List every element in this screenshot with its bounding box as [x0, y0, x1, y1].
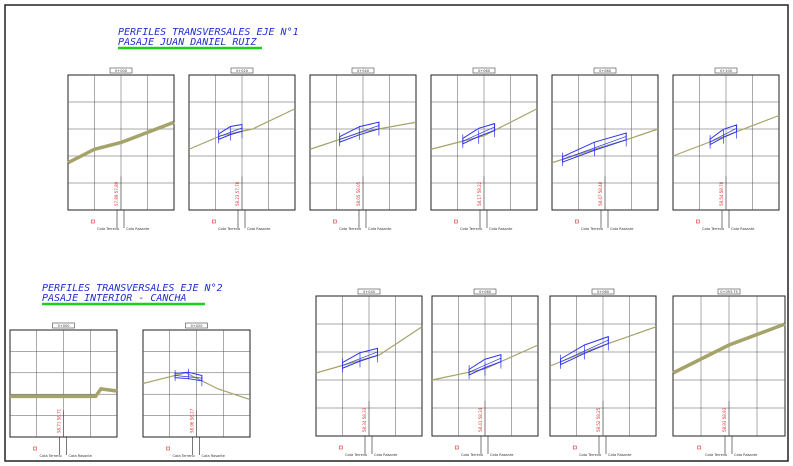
station-label: 0+000	[115, 69, 127, 73]
legend-design-label: Cota Rasante	[374, 453, 397, 457]
legend-design-label: Cota Rasante	[489, 227, 512, 231]
legend-marker	[573, 445, 577, 450]
legend-terrain-label: Cota Terreno	[218, 227, 240, 231]
terrain-line	[67, 120, 175, 165]
legend-marker	[697, 445, 701, 450]
profile-panels: 0+000 57.89 57.89 Cota Terreno Cota Rasante…	[9, 67, 786, 458]
legend-marker	[33, 446, 37, 451]
station-tag	[591, 288, 615, 295]
elevation-label: 58.47 58.48	[598, 181, 603, 206]
legend-marker	[575, 219, 579, 224]
legend-design-label: Cota Rasante	[368, 227, 391, 231]
terrain-line	[430, 108, 538, 150]
station-label: 0+093.75	[720, 290, 737, 294]
profile-panel: 0+080 58.52 58.25 Cota Terreno Cota Rasante	[549, 288, 657, 457]
station-tag	[230, 67, 254, 74]
profile-panel: 0+093.75 58.93 58.93 Cota Terreno Cota Rasa…	[672, 288, 786, 457]
profile-panel: 0+000 57.89 57.89 Cota Terreno Cota Rasante	[67, 67, 175, 231]
terrain-line	[309, 121, 417, 150]
legend-terrain-label: Cota Terreno	[579, 453, 601, 457]
profile-panel: 0+100 58.54 58.78 Cota Terreno Cota Rasante	[672, 67, 780, 231]
station-tag	[717, 288, 741, 295]
elevation-label: 58.52 58.25	[596, 407, 601, 432]
terrain-line	[672, 322, 786, 375]
station-label: 0+080	[599, 69, 611, 73]
legend-design-label: Cota Rasante	[69, 454, 92, 458]
group-2-title: PERFILES TRANSVERSALES EJE N°2	[42, 283, 223, 294]
legend-terrain-label: Cota Terreno	[345, 453, 367, 457]
legend-design-label: Cota Rasante	[490, 453, 513, 457]
station-label: 0+060	[479, 290, 491, 294]
station-label: 0+100	[720, 69, 732, 73]
station-tag	[714, 67, 738, 74]
legend-design-label: Cota Rasante	[126, 227, 149, 231]
legend-terrain-label: Cota Terreno	[702, 227, 724, 231]
elevation-label: 58.34 58.33	[362, 407, 367, 432]
legend-marker	[333, 219, 337, 224]
elevation-label: 58.05 58.05	[356, 181, 361, 206]
legend-design-label: Cota Rasante	[202, 454, 225, 458]
station-tag	[351, 67, 375, 74]
station-label: 0+040	[357, 69, 369, 73]
station-tag	[357, 288, 381, 295]
profile-panel: 0+040 58.34 58.33 Cota Terreno Cota Rasante	[315, 288, 423, 457]
elevation-label: 58.41 58.34	[478, 407, 483, 432]
elevation-label: 58.93 58.93	[722, 407, 727, 432]
profile-panel: 0+080 58.47 58.48 Cota Terreno Cota Rasante	[551, 67, 659, 231]
station-tag	[593, 67, 617, 74]
elevation-label: 57.89 57.89	[114, 181, 119, 206]
profile-panel: 0+060 58.17 58.22 Cota Terreno Cota Rasante	[430, 67, 538, 231]
legend-marker	[696, 219, 700, 224]
legend-terrain-label: Cota Terreno	[339, 227, 361, 231]
station-label: 0+020	[236, 69, 248, 73]
legend-marker	[91, 219, 95, 224]
legend-marker	[212, 219, 216, 224]
station-tag	[109, 67, 133, 74]
legend-terrain-label: Cota Terreno	[460, 227, 482, 231]
legend-terrain-label: Cota Terreno	[173, 454, 195, 458]
legend-marker	[454, 219, 458, 224]
legend-design-label: Cota Rasante	[734, 453, 757, 457]
legend-design-label: Cota Rasante	[731, 227, 754, 231]
elevation-label: 58.54 58.78	[719, 181, 724, 206]
station-tag	[52, 322, 75, 329]
legend-design-label: Cota Rasante	[610, 227, 633, 231]
elevation-label: 58.17 58.22	[477, 181, 482, 206]
profile-panel: 0+060 58.41 58.34 Cota Terreno Cota Rasante	[431, 288, 539, 457]
legend-terrain-label: Cota Terreno	[705, 453, 727, 457]
station-label: 0+000	[58, 324, 70, 328]
station-tag	[472, 67, 496, 74]
terrain-line	[315, 326, 423, 374]
station-label: 0+020	[191, 324, 203, 328]
elevation-label: 58.23 57.78	[235, 181, 240, 206]
station-label: 0+080	[597, 290, 609, 294]
legend-terrain-label: Cota Terreno	[97, 227, 119, 231]
sheet-border	[4, 4, 789, 462]
profile-panel: 0+020 58.23 57.78 Cota Terreno Cota Rasante	[188, 67, 296, 231]
legend-design-label: Cota Rasante	[247, 227, 270, 231]
station-tag	[185, 322, 208, 329]
profile-panel: 0+020 58.96 58.27 Cota Terreno Cota Rasante	[142, 322, 251, 458]
station-label: 0+060	[478, 69, 490, 73]
station-tag	[473, 288, 497, 295]
legend-terrain-label: Cota Terreno	[581, 227, 603, 231]
profile-panel: 0+000 58.71 58.71 Cota Terreno Cota Rasante	[9, 322, 118, 458]
legend-marker	[166, 446, 170, 451]
legend-marker	[339, 445, 343, 450]
legend-design-label: Cota Rasante	[608, 453, 631, 457]
legend-terrain-label: Cota Terreno	[461, 453, 483, 457]
elevation-label: 58.71 58.71	[57, 408, 62, 433]
group-2-subtitle: PASAJE INTERIOR - CANCHA	[42, 293, 187, 304]
station-label: 0+040	[363, 290, 375, 294]
elevation-label: 58.96 58.27	[190, 408, 195, 433]
group-1-subtitle: PASAJE JUAN DANIEL RUIZ	[118, 37, 257, 48]
terrain-line	[10, 386, 118, 399]
legend-marker	[455, 445, 459, 450]
legend-terrain-label: Cota Terreno	[40, 454, 62, 458]
profile-panel: 0+040 58.05 58.05 Cota Terreno Cota Rasante	[309, 67, 417, 231]
group-1-title: PERFILES TRANSVERSALES EJE N°1	[118, 27, 299, 38]
